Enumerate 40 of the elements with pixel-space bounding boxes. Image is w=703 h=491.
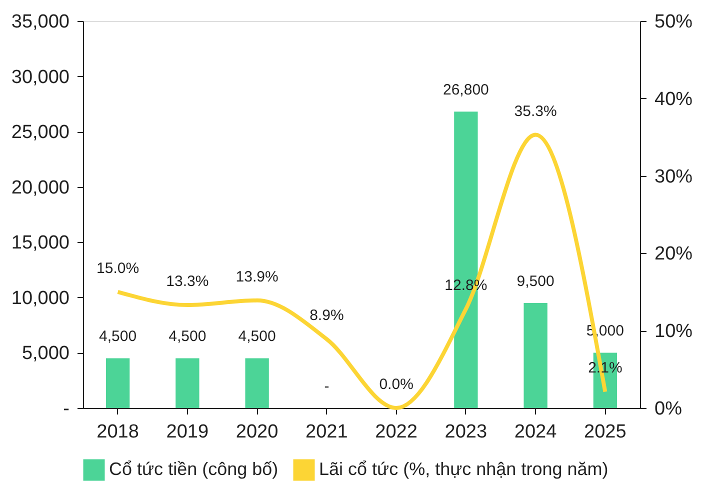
y-tick-label: 20,000	[11, 177, 70, 198]
y2-tick-label: 10%	[654, 321, 693, 342]
y-tick-label: 10,000	[11, 288, 70, 309]
x-tick-label: 2021	[306, 422, 348, 442]
y-tick-label: 30,000	[11, 66, 70, 88]
x-tick-label: 2023	[444, 422, 488, 442]
data-label: -	[324, 378, 330, 395]
y2-tick-label: 30%	[654, 166, 693, 188]
x-tick-label: 2020	[236, 422, 278, 442]
y2-tick-label: 40%	[654, 88, 693, 110]
data-label: 26,800	[442, 82, 489, 99]
data-label: 13.3%	[166, 273, 209, 290]
y-tick-label: 25,000	[11, 122, 70, 144]
data-label: 4,500	[238, 328, 276, 346]
y2-tick-label: 50%	[654, 12, 693, 32]
y-tick-label: -	[63, 398, 70, 420]
bar	[176, 358, 200, 408]
y-tick-label: 5,000	[22, 343, 70, 364]
x-tick-label: 2019	[166, 422, 209, 442]
x-tick-label: 2024	[514, 422, 558, 442]
x-tick-label: 2025	[584, 422, 626, 442]
y-tick-label: 35,000	[11, 12, 70, 32]
data-label: 0.0%	[379, 376, 414, 393]
legend-label: Cổ tức tiền (công bố)	[109, 459, 278, 479]
data-label: 13.9%	[236, 268, 278, 286]
y-tick-label: 15,000	[11, 232, 70, 254]
y2-tick-label: 0%	[654, 398, 682, 420]
x-tick-label: 2018	[96, 422, 139, 442]
x-tick-label: 2022	[375, 422, 418, 442]
data-label: 8.9%	[310, 307, 344, 324]
data-label: 9,500	[516, 272, 554, 290]
bar	[245, 358, 269, 408]
legend-label: Lãi cổ tức (%, thực nhận trong năm)	[319, 459, 608, 479]
data-label: 4,500	[99, 328, 137, 346]
bar	[106, 358, 130, 408]
y2-tick-label: 20%	[654, 244, 693, 265]
data-label: 15.0%	[96, 260, 140, 277]
data-label: 35.3%	[514, 102, 557, 120]
bar	[524, 302, 548, 408]
data-label: 4,500	[168, 328, 206, 346]
